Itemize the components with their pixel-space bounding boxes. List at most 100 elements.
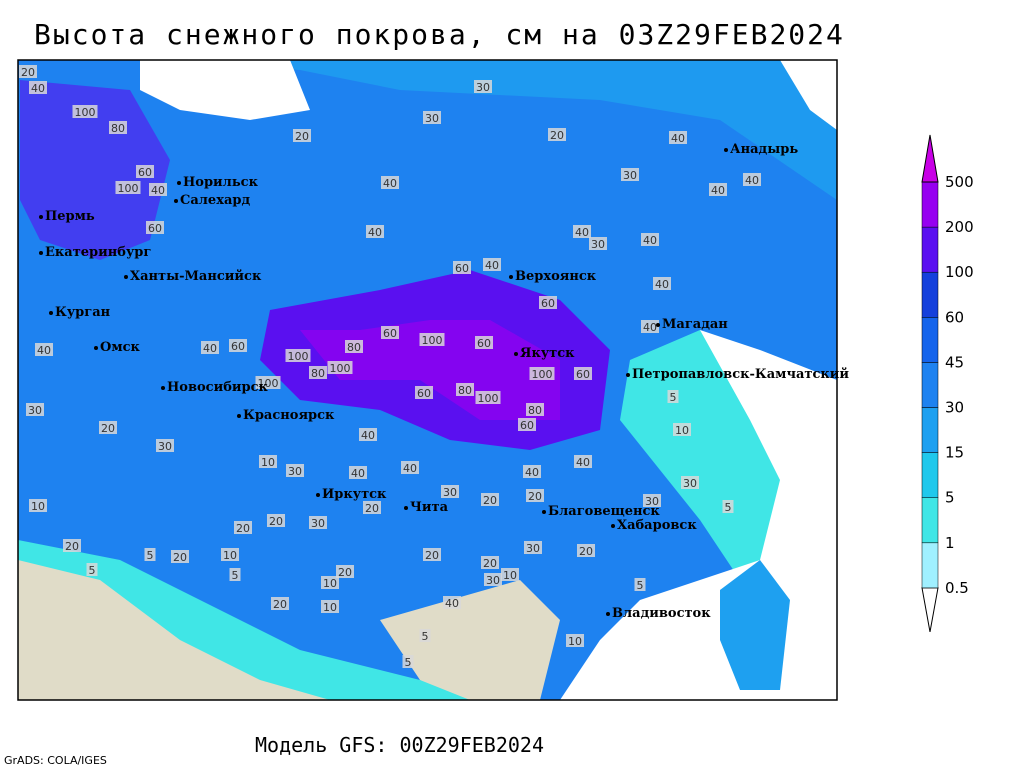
city-dot [509,275,513,279]
contour-label: 100 [288,350,309,363]
title: Высота снежного покрова, см на 03Z29FEB2… [34,18,845,51]
contour-label: 40 [151,184,165,197]
contour-label-box [574,367,592,380]
contour-label-box [548,128,566,141]
contour-label-box [381,326,399,339]
contour-label-box [86,563,98,576]
contour-label-box [641,233,659,246]
contour-label-box [115,181,141,194]
contour-label-box [156,439,174,452]
contour-label-box [524,541,542,554]
contour-label: 10 [503,569,517,582]
contour-label: 30 [645,495,659,508]
contour-label-box [484,573,502,586]
contour-label-box [634,578,646,591]
city-dot [177,181,181,185]
contour-label: 40 [203,342,217,355]
contour-label-box [539,296,557,309]
contour-label-box [722,500,734,513]
city-label: Якутск [520,346,575,361]
contour-label-box [321,576,339,589]
contour-label: 60 [138,166,152,179]
city-label: Норильск [183,175,259,190]
contour-label: 60 [576,368,590,381]
contour-label: 40 [368,226,382,239]
contour-label-box [653,277,671,290]
contour-label: 20 [579,545,593,558]
contour-label: 40 [643,321,657,334]
contour-label-box [381,176,399,189]
city-dot [611,524,615,528]
colorbar-high [921,134,939,183]
contour-label: 30 [623,169,637,182]
contour-label-box [359,428,377,441]
city-label: Пермь [45,209,95,224]
city-label: Салехард [180,193,250,208]
colorbar-label: 200 [945,218,974,236]
city-dot [39,215,43,219]
contour-label-box [327,361,353,374]
contour-label-box [234,521,252,534]
contour-label: 5 [405,656,412,669]
contour-label: 40 [383,177,397,190]
colorbar-label: 500 [945,173,974,191]
contour-label-box [201,341,219,354]
contour-label-box [401,461,419,474]
contour-label: 30 [476,81,490,94]
contour-label: 5 [725,501,732,514]
contour-label: 30 [443,486,457,499]
contour-label: 20 [101,422,115,435]
contour-label: 60 [455,262,469,275]
contour-label-box [63,539,81,552]
city-dot [656,323,660,327]
city-label: Магадан [662,317,728,332]
contour-label: 10 [223,549,237,562]
contour-label-box [423,548,441,561]
city-dot [626,373,630,377]
contour-label-box [475,336,493,349]
contour-label: 100 [532,368,553,381]
contour-label: 40 [403,462,417,475]
contour-label-box [149,183,167,196]
contour-label-box [566,634,584,647]
contour-label: 40 [31,82,45,95]
contour-label: 40 [525,466,539,479]
contour-label: 40 [361,429,375,442]
contour-label: 5 [637,579,644,592]
city-dot [124,275,128,279]
contour-label-box [171,550,189,563]
colorbar-label: 1 [945,534,955,552]
city-label: Курган [55,305,111,320]
colorbar-label: 30 [945,399,964,417]
contour-label-box [419,333,445,346]
contour-label: 20 [365,502,379,515]
contour-label-box [518,418,536,431]
contour-label: 80 [347,341,361,354]
contour-label: 60 [148,222,162,235]
colorbar-segment [921,226,939,273]
colorbar-segment [921,317,939,363]
city-dot [49,311,53,315]
colorbar-segment [921,407,939,453]
contour-label: 40 [643,234,657,247]
contour-label: 30 [683,477,697,490]
contour-label: 20 [483,557,497,570]
contour-label-box [255,376,281,389]
city-dot [94,346,98,350]
contour-label-box [259,455,277,468]
city-label: Благовещенск [548,504,660,519]
contour-label: 20 [528,490,542,503]
contour-label-box [146,221,164,234]
contour-label-box [573,225,591,238]
contour-label-box [309,366,327,379]
contour-label: 100 [118,182,139,195]
contour-label-box [453,261,471,274]
contour-label-box [229,568,241,581]
contour-label: 10 [323,601,337,614]
contour-label-box [26,403,44,416]
contour-label: 100 [478,392,499,405]
contour-label-box [419,629,431,642]
contour-label-box [19,65,37,78]
contour-label-box [456,383,474,396]
contour-label: 100 [330,362,351,375]
